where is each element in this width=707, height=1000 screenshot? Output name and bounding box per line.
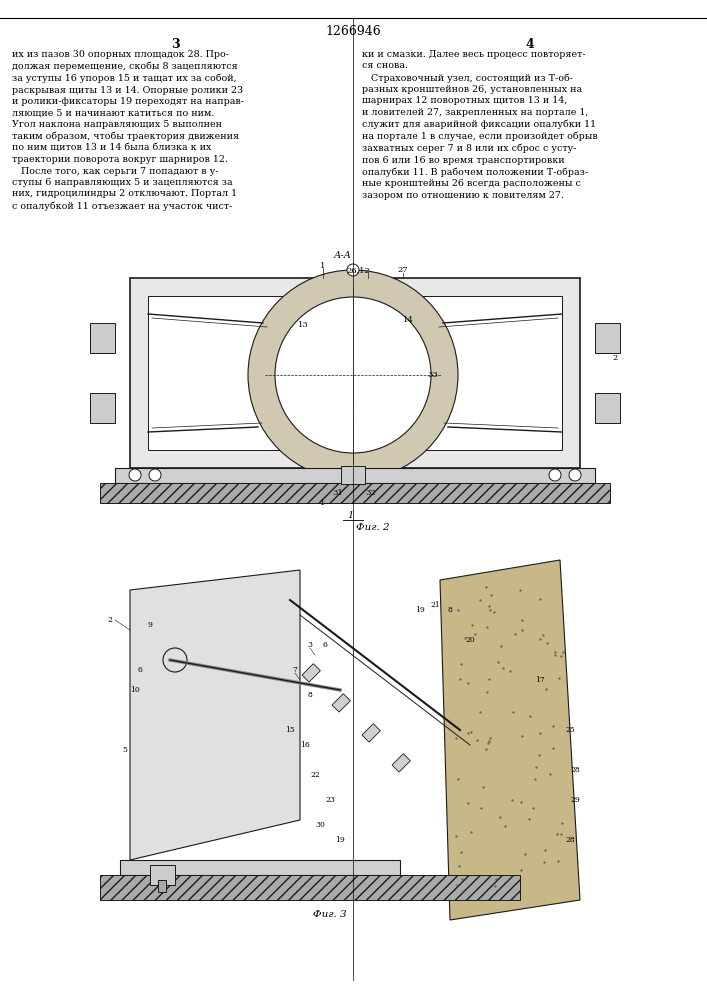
Text: 17: 17: [535, 676, 545, 684]
Text: 4: 4: [525, 38, 534, 51]
Text: 28: 28: [565, 836, 575, 844]
Text: 19: 19: [335, 836, 345, 844]
Circle shape: [129, 469, 141, 481]
Text: 33: 33: [428, 371, 438, 379]
Text: 23: 23: [325, 796, 335, 804]
Text: 3: 3: [170, 38, 180, 51]
Bar: [150, 865, 175, 885]
Text: 8: 8: [308, 691, 312, 699]
Bar: [100, 483, 610, 503]
Text: 1: 1: [320, 262, 326, 270]
Text: 2: 2: [612, 354, 618, 362]
Bar: [302, 664, 320, 682]
Text: 22: 22: [310, 771, 320, 779]
Bar: [90, 393, 115, 423]
Text: 1: 1: [347, 511, 353, 520]
Circle shape: [569, 469, 581, 481]
Text: Фиг. 2: Фиг. 2: [356, 523, 390, 532]
Text: А-А: А-А: [334, 251, 352, 260]
Bar: [158, 880, 166, 892]
Text: Фиг. 3: Фиг. 3: [313, 910, 347, 919]
Polygon shape: [440, 560, 580, 920]
Bar: [595, 323, 620, 353]
Circle shape: [149, 469, 161, 481]
Text: 15: 15: [285, 726, 295, 734]
Text: 10: 10: [130, 686, 140, 694]
Text: 19: 19: [415, 606, 425, 614]
Text: 30: 30: [315, 821, 325, 829]
Text: 14: 14: [402, 316, 414, 324]
Bar: [100, 875, 520, 900]
Bar: [90, 323, 115, 353]
Text: 32: 32: [366, 489, 376, 497]
Bar: [323, 296, 383, 318]
Text: 13: 13: [298, 321, 308, 329]
Text: 21: 21: [430, 601, 440, 609]
Text: 20: 20: [465, 636, 475, 644]
Text: 5: 5: [122, 746, 127, 754]
Text: 2: 2: [107, 616, 112, 624]
Text: 1: 1: [320, 499, 326, 507]
Circle shape: [275, 297, 431, 453]
Text: ки и смазки. Далее весь процесс повторяет-
ся снова.
   Страховочный узел, состо: ки и смазки. Далее весь процесс повторяе…: [362, 50, 597, 200]
Bar: [341, 466, 365, 484]
Text: 8: 8: [448, 606, 452, 614]
Text: их из пазов 30 опорных площадок 28. Про-
должая перемещение, скобы 8 зацепляются: их из пазов 30 опорных площадок 28. Про-…: [12, 50, 244, 211]
Text: 1266946: 1266946: [325, 25, 381, 38]
Bar: [120, 860, 400, 875]
Circle shape: [549, 469, 561, 481]
Bar: [115, 468, 595, 483]
Bar: [148, 296, 562, 450]
Text: 28: 28: [570, 766, 580, 774]
Text: 3: 3: [308, 641, 312, 649]
Polygon shape: [130, 570, 300, 860]
Bar: [595, 393, 620, 423]
Bar: [130, 278, 580, 468]
Text: 31: 31: [332, 489, 344, 497]
Bar: [362, 724, 380, 742]
Text: 16: 16: [300, 741, 310, 749]
Bar: [332, 694, 351, 712]
Circle shape: [248, 270, 458, 480]
Text: 26,12: 26,12: [346, 266, 370, 274]
Bar: [392, 754, 410, 772]
Text: 25: 25: [565, 726, 575, 734]
Text: 6: 6: [322, 641, 327, 649]
Text: 9: 9: [148, 621, 153, 629]
Text: 29: 29: [570, 796, 580, 804]
Text: 7: 7: [293, 666, 298, 674]
Text: 6: 6: [138, 666, 142, 674]
Circle shape: [347, 264, 359, 276]
Text: 27: 27: [397, 266, 409, 274]
